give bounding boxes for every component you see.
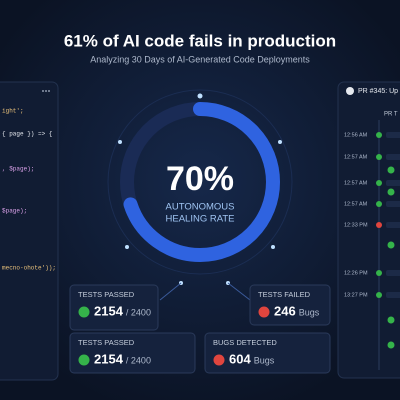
card-icon bbox=[78, 354, 90, 366]
gauge-label: AUTONOMOUS bbox=[166, 202, 235, 213]
stat-card bbox=[69, 332, 196, 374]
card-unit: Bugs bbox=[299, 307, 320, 317]
pr-row bbox=[386, 201, 400, 207]
pr-row bbox=[386, 270, 400, 276]
pr-time: 13:27 PM bbox=[344, 292, 368, 298]
card-value: 2154 bbox=[94, 303, 124, 318]
pr-subtitle: PR T bbox=[384, 112, 398, 118]
card-icon bbox=[78, 306, 90, 318]
card-unit: / 2400 bbox=[126, 355, 151, 365]
pr-row bbox=[386, 180, 400, 186]
pr-time: 12:26 PM bbox=[344, 270, 368, 276]
card-value: 2154 bbox=[94, 351, 124, 366]
card-label: BUGS DETECTED bbox=[213, 338, 277, 347]
gauge-arc bbox=[120, 102, 280, 262]
status-dot bbox=[376, 180, 382, 186]
card-label: TESTS PASSED bbox=[78, 338, 135, 347]
pr-time: 12:33 PM bbox=[344, 222, 368, 228]
status-dot bbox=[387, 241, 395, 249]
title: 61% of AI code fails in production bbox=[64, 31, 336, 50]
status-dot bbox=[387, 341, 395, 349]
status-dot bbox=[376, 292, 382, 298]
status-dot bbox=[387, 166, 395, 174]
card-icon bbox=[258, 306, 270, 318]
code-line: { page }) => { bbox=[2, 131, 53, 138]
status-dot bbox=[387, 188, 395, 196]
pr-time: 12:57 AM bbox=[344, 154, 368, 160]
pr-row bbox=[386, 222, 400, 228]
card-value: 246 bbox=[274, 303, 296, 318]
card-icon bbox=[213, 354, 225, 366]
card-unit: / 2400 bbox=[126, 307, 151, 317]
gauge-halo bbox=[107, 89, 293, 275]
code-line: ight'; bbox=[2, 108, 24, 115]
status-dot bbox=[376, 154, 382, 160]
pr-row bbox=[386, 132, 400, 138]
card-label: TESTS FAILED bbox=[258, 290, 311, 299]
menu-dots bbox=[42, 90, 50, 92]
card-label: TESTS PASSED bbox=[78, 290, 135, 299]
code-line: , $page); bbox=[2, 166, 34, 173]
stat-card bbox=[204, 332, 331, 374]
code-panel bbox=[0, 81, 59, 381]
status-dot bbox=[376, 270, 382, 276]
status-dot bbox=[376, 222, 382, 228]
code-line: mecno-ohote')); bbox=[2, 265, 56, 272]
pr-row bbox=[386, 292, 400, 298]
pr-time: 12:56 AM bbox=[344, 132, 368, 138]
status-dot bbox=[376, 132, 382, 138]
connector bbox=[159, 282, 251, 301]
code-line: $page); bbox=[2, 208, 27, 215]
pr-title: PR #345: Up bbox=[358, 88, 398, 95]
github-icon bbox=[346, 87, 354, 95]
glow-nodes bbox=[118, 93, 282, 285]
pr-panel bbox=[337, 81, 400, 379]
stat-card bbox=[69, 284, 159, 331]
card-unit: Bugs bbox=[254, 355, 275, 365]
gauge-value: 70% bbox=[166, 160, 234, 198]
card-value: 604 bbox=[229, 351, 251, 366]
pr-time: 12:57 AM bbox=[344, 201, 368, 207]
pr-row bbox=[386, 154, 400, 160]
stat-card bbox=[249, 284, 331, 326]
pr-time: 12:57 AM bbox=[344, 180, 368, 186]
status-dot bbox=[387, 316, 395, 324]
gauge-label: HEALING RATE bbox=[166, 214, 235, 225]
status-dot bbox=[376, 201, 382, 207]
subtitle: Analyzing 30 Days of AI-Generated Code D… bbox=[90, 54, 310, 64]
